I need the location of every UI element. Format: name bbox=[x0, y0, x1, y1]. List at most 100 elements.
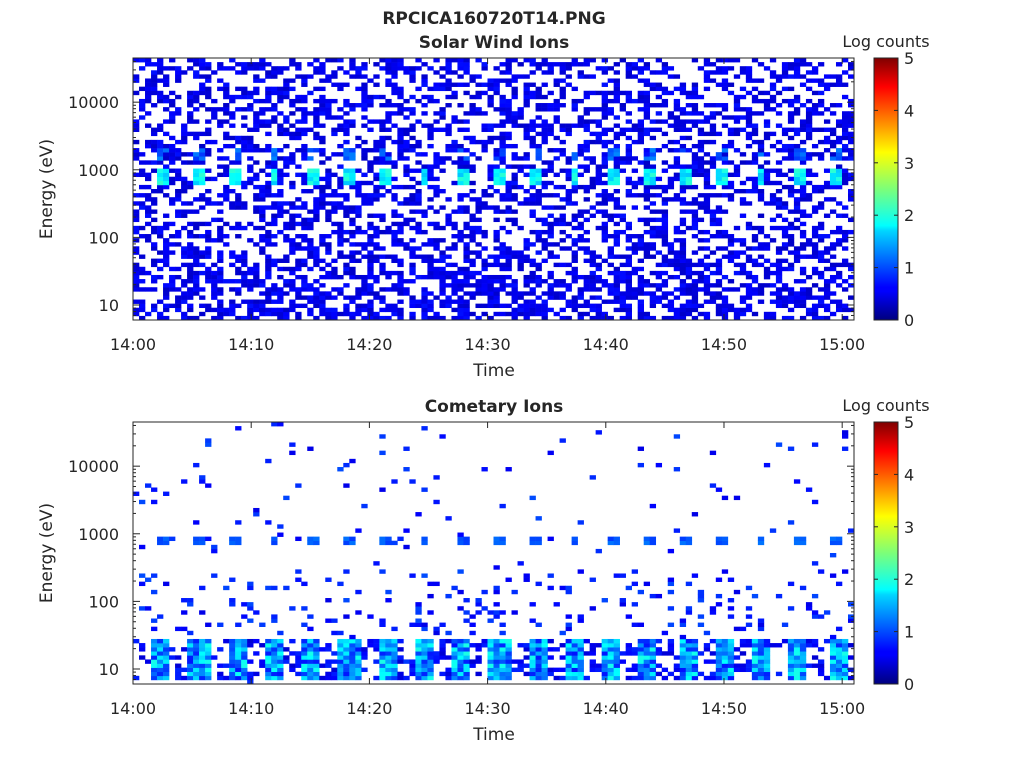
heatmap-cell bbox=[181, 184, 188, 190]
heatmap-cell bbox=[757, 148, 765, 153]
heatmap-cell bbox=[571, 213, 578, 218]
heatmap-cell bbox=[217, 647, 224, 652]
heatmap-cell bbox=[469, 225, 476, 231]
heatmap-cell bbox=[643, 107, 651, 112]
heatmap-cell bbox=[415, 193, 422, 198]
heatmap-cell bbox=[457, 315, 464, 321]
heatmap-cell bbox=[499, 94, 506, 100]
heatmap-cell bbox=[139, 254, 146, 259]
heatmap-cell bbox=[565, 176, 572, 182]
heatmap-cell bbox=[187, 647, 194, 652]
heatmap-cell bbox=[217, 266, 224, 272]
heatmap-cell bbox=[607, 217, 614, 223]
heatmap-cell bbox=[247, 238, 254, 243]
heatmap-cell bbox=[679, 209, 687, 214]
heatmap-cell bbox=[673, 675, 681, 681]
heatmap-cell bbox=[649, 638, 657, 644]
heatmap-cell bbox=[685, 274, 693, 280]
heatmap-cell bbox=[517, 107, 524, 112]
heatmap-cell bbox=[589, 475, 596, 480]
heatmap-cell bbox=[343, 209, 350, 214]
heatmap-cell bbox=[451, 671, 458, 677]
heatmap-cell bbox=[205, 246, 212, 251]
heatmap-cell bbox=[307, 651, 314, 656]
heatmap-cell bbox=[247, 90, 254, 96]
heatmap-cell bbox=[175, 148, 182, 153]
heatmap-cell bbox=[133, 299, 140, 304]
heatmap-cell bbox=[541, 217, 548, 223]
heatmap-cell bbox=[295, 577, 302, 582]
heatmap-cell bbox=[397, 62, 404, 67]
heatmap-cell bbox=[235, 193, 242, 198]
heatmap-cell bbox=[289, 78, 296, 83]
heatmap-cell bbox=[637, 622, 645, 627]
heatmap-cell bbox=[589, 307, 596, 313]
heatmap-cell bbox=[205, 221, 212, 227]
heatmap-cell bbox=[463, 651, 470, 656]
heatmap-cell bbox=[343, 103, 350, 108]
heatmap-cell bbox=[685, 111, 693, 116]
heatmap-cell bbox=[847, 266, 855, 272]
heatmap-cell bbox=[607, 234, 614, 239]
heatmap-cell bbox=[181, 262, 188, 268]
heatmap-cell bbox=[217, 156, 224, 161]
heatmap-cell bbox=[391, 655, 398, 660]
heatmap-cell bbox=[235, 266, 242, 272]
heatmap-cell bbox=[811, 184, 819, 190]
heatmap-cell bbox=[283, 307, 290, 313]
heatmap-cell bbox=[739, 152, 747, 157]
heatmap-cell bbox=[391, 270, 398, 276]
heatmap-cell bbox=[697, 593, 705, 599]
heatmap-cell bbox=[763, 675, 771, 681]
heatmap-cell bbox=[379, 266, 386, 272]
heatmap-cell bbox=[793, 647, 801, 652]
heatmap-cell bbox=[499, 536, 506, 542]
heatmap-cell bbox=[499, 643, 506, 648]
heatmap-cell bbox=[457, 197, 464, 202]
heatmap-cell bbox=[379, 139, 386, 145]
heatmap-cell bbox=[301, 221, 308, 227]
heatmap-cell bbox=[427, 651, 434, 656]
heatmap-cell bbox=[511, 152, 518, 157]
heatmap-cell bbox=[619, 279, 626, 284]
heatmap-cell bbox=[643, 127, 651, 132]
heatmap-cell bbox=[451, 209, 458, 214]
heatmap-cell bbox=[325, 201, 332, 206]
heatmap-cell bbox=[349, 299, 356, 304]
heatmap-cell bbox=[841, 287, 849, 292]
heatmap-cell bbox=[367, 193, 374, 198]
heatmap-cell bbox=[583, 168, 590, 173]
heatmap-cell bbox=[799, 266, 807, 272]
heatmap-cell bbox=[601, 180, 608, 186]
heatmap-cell bbox=[637, 643, 645, 648]
heatmap-cell bbox=[493, 176, 500, 182]
heatmap-cell bbox=[667, 315, 675, 321]
heatmap-cell bbox=[613, 643, 620, 648]
heatmap-cell bbox=[625, 262, 632, 268]
heatmap-cell bbox=[787, 143, 795, 149]
heatmap-cell bbox=[619, 127, 626, 132]
heatmap-cell bbox=[349, 458, 356, 464]
heatmap-cell bbox=[433, 111, 440, 116]
heatmap-cell bbox=[673, 176, 681, 182]
heatmap-cell bbox=[343, 651, 350, 656]
heatmap-cell bbox=[559, 152, 566, 157]
heatmap-cell bbox=[499, 139, 506, 145]
heatmap-cell bbox=[745, 295, 753, 300]
heatmap-cell bbox=[367, 94, 374, 100]
heatmap-cell bbox=[799, 540, 807, 546]
heatmap-cell bbox=[427, 94, 434, 100]
heatmap-cell bbox=[793, 643, 801, 648]
heatmap-cell bbox=[271, 180, 278, 186]
heatmap-cell bbox=[331, 675, 338, 681]
heatmap-cell bbox=[793, 536, 801, 542]
heatmap-cell bbox=[457, 283, 464, 288]
heatmap-cell bbox=[241, 262, 248, 268]
heatmap-cell bbox=[721, 659, 729, 664]
heatmap-cell bbox=[163, 643, 170, 648]
heatmap-cell bbox=[187, 671, 194, 677]
heatmap-cell bbox=[313, 70, 320, 75]
heatmap-cell bbox=[499, 242, 506, 247]
heatmap-cell bbox=[565, 643, 572, 648]
heatmap-cell bbox=[463, 90, 470, 96]
